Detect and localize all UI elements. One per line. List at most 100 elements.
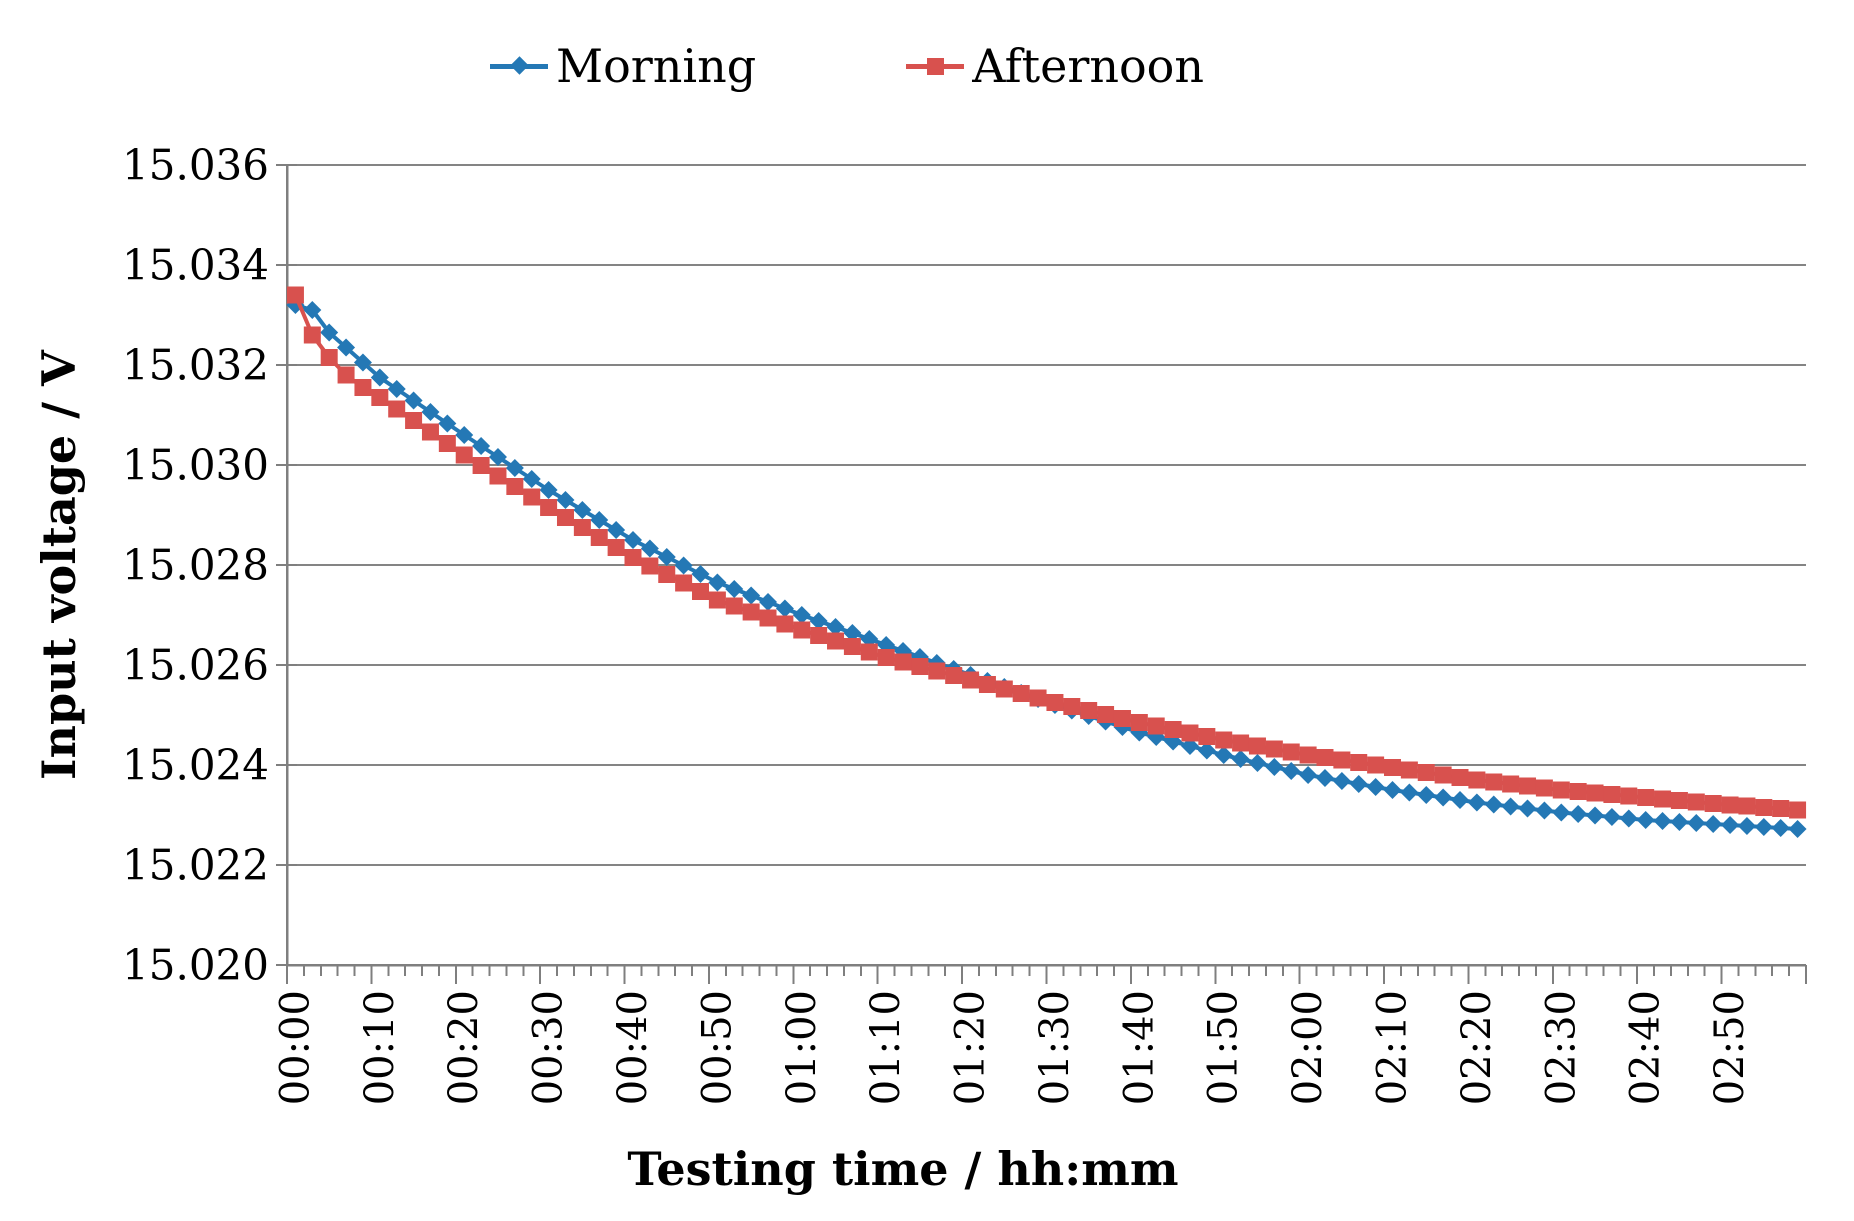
series-afternoon-marker xyxy=(793,621,811,639)
series-afternoon-marker xyxy=(371,389,389,406)
afternoon-square-marker-icon xyxy=(906,56,965,76)
series-morning-marker xyxy=(657,548,676,566)
series-afternoon-marker xyxy=(1772,800,1790,817)
series-afternoon-marker xyxy=(1687,793,1705,811)
series-afternoon-marker xyxy=(1417,764,1435,781)
series-morning-marker xyxy=(843,624,862,642)
series-afternoon-marker xyxy=(421,423,439,441)
series-afternoon-marker xyxy=(1721,796,1739,814)
series-morning-marker xyxy=(1619,809,1638,828)
x-tick-label: 01:30 xyxy=(1032,990,1078,1105)
series-morning-marker xyxy=(1670,813,1689,831)
series-afternoon-marker xyxy=(877,649,895,666)
series-afternoon-marker xyxy=(506,478,524,495)
x-tick-label: 01:10 xyxy=(863,990,909,1105)
series-afternoon-marker xyxy=(1367,756,1385,774)
series-afternoon-line xyxy=(293,293,1800,812)
series-morning-marker xyxy=(472,437,491,455)
series-afternoon-marker xyxy=(523,488,541,506)
series-morning-marker xyxy=(1383,781,1402,799)
series-afternoon-marker xyxy=(1063,698,1081,715)
series-afternoon-marker xyxy=(607,539,625,556)
x-tick-label: 01:40 xyxy=(1116,990,1162,1105)
series-morning-marker xyxy=(1636,811,1655,829)
series-morning-marker xyxy=(1687,814,1706,832)
series-afternoon-marker xyxy=(1603,786,1621,803)
series-morning-marker xyxy=(1467,793,1486,812)
x-tick-label: 02:50 xyxy=(1707,990,1753,1105)
series-afternoon-marker xyxy=(995,680,1013,698)
legend-label-morning: Morning xyxy=(556,39,757,93)
x-tick-label: 02:40 xyxy=(1623,990,1669,1105)
series-morning-marker xyxy=(1721,816,1740,834)
series-afternoon-marker xyxy=(1198,728,1216,745)
series-morning-marker xyxy=(1349,775,1368,793)
series-morning-marker xyxy=(421,403,440,421)
series-morning-marker xyxy=(623,531,642,549)
series-afternoon-marker xyxy=(1789,801,1807,819)
series-afternoon-marker xyxy=(759,609,777,627)
legend-item-afternoon: Afternoon xyxy=(906,39,1204,93)
series-afternoon-marker xyxy=(438,435,456,452)
series-afternoon-marker xyxy=(1586,784,1604,802)
morning-diamond-marker-icon xyxy=(490,56,548,76)
series-afternoon-marker xyxy=(1670,792,1688,809)
series-morning-marker xyxy=(1602,808,1621,826)
series-afternoon-marker xyxy=(1535,779,1553,797)
series-afternoon-marker xyxy=(405,412,423,429)
legend-label-afternoon: Afternoon xyxy=(972,39,1204,93)
series-morning-marker xyxy=(742,586,761,605)
series-afternoon-marker xyxy=(1637,789,1655,806)
series-morning-marker xyxy=(573,501,592,519)
y-tick-label: 15.030 xyxy=(122,441,269,490)
y-tick-label: 15.028 xyxy=(122,541,269,590)
series-afternoon-marker xyxy=(540,499,558,516)
series-afternoon-marker xyxy=(1502,775,1520,793)
series-afternoon-marker xyxy=(1029,689,1047,707)
series-morning-marker xyxy=(1518,799,1537,818)
series-morning-marker xyxy=(1451,791,1470,809)
series-afternoon-marker xyxy=(641,557,659,575)
series-morning-marker xyxy=(1484,795,1503,814)
x-tick-label: 00:00 xyxy=(272,990,318,1105)
series-morning-marker xyxy=(1754,818,1773,836)
series-morning-marker xyxy=(792,606,811,624)
series-afternoon-marker xyxy=(708,591,726,609)
series-afternoon-marker xyxy=(624,549,642,566)
series-morning-marker xyxy=(691,565,710,583)
series-afternoon-marker xyxy=(1552,781,1570,799)
series-afternoon-marker xyxy=(945,667,963,684)
series-afternoon-marker xyxy=(843,638,861,655)
series-morning-marker xyxy=(1535,801,1554,820)
series-afternoon-marker xyxy=(827,632,845,650)
series-morning-marker xyxy=(1282,762,1301,780)
legend: Morning Afternoon xyxy=(0,28,1854,104)
series-afternoon-marker xyxy=(1316,749,1334,766)
series-afternoon-marker xyxy=(556,509,574,526)
series-afternoon-marker xyxy=(320,349,338,366)
series-morning-marker xyxy=(1417,786,1436,804)
series-afternoon-marker xyxy=(1147,717,1165,735)
series-morning-marker xyxy=(1265,758,1284,776)
x-tick-label: 00:30 xyxy=(526,990,572,1105)
series-morning-marker xyxy=(1586,806,1605,825)
series-afternoon-marker xyxy=(860,643,878,661)
series-afternoon-marker xyxy=(337,366,355,384)
series-afternoon-marker xyxy=(1113,710,1131,727)
series-afternoon-marker xyxy=(776,615,794,633)
series-morning-marker xyxy=(404,391,423,410)
series-afternoon-marker xyxy=(1012,685,1030,702)
series-morning-marker xyxy=(1737,817,1756,835)
series-morning-marker xyxy=(725,580,744,598)
series-morning-marker xyxy=(337,338,356,357)
y-tick-label: 15.036 xyxy=(122,141,269,190)
series-afternoon-marker xyxy=(1130,714,1148,731)
series-afternoon-marker xyxy=(1080,702,1098,719)
series-morning-marker xyxy=(303,301,322,319)
x-tick-label: 01:00 xyxy=(779,990,825,1105)
series-afternoon-marker xyxy=(455,446,473,464)
series-afternoon-marker xyxy=(1181,724,1199,742)
x-tick-label: 00:10 xyxy=(357,990,403,1105)
